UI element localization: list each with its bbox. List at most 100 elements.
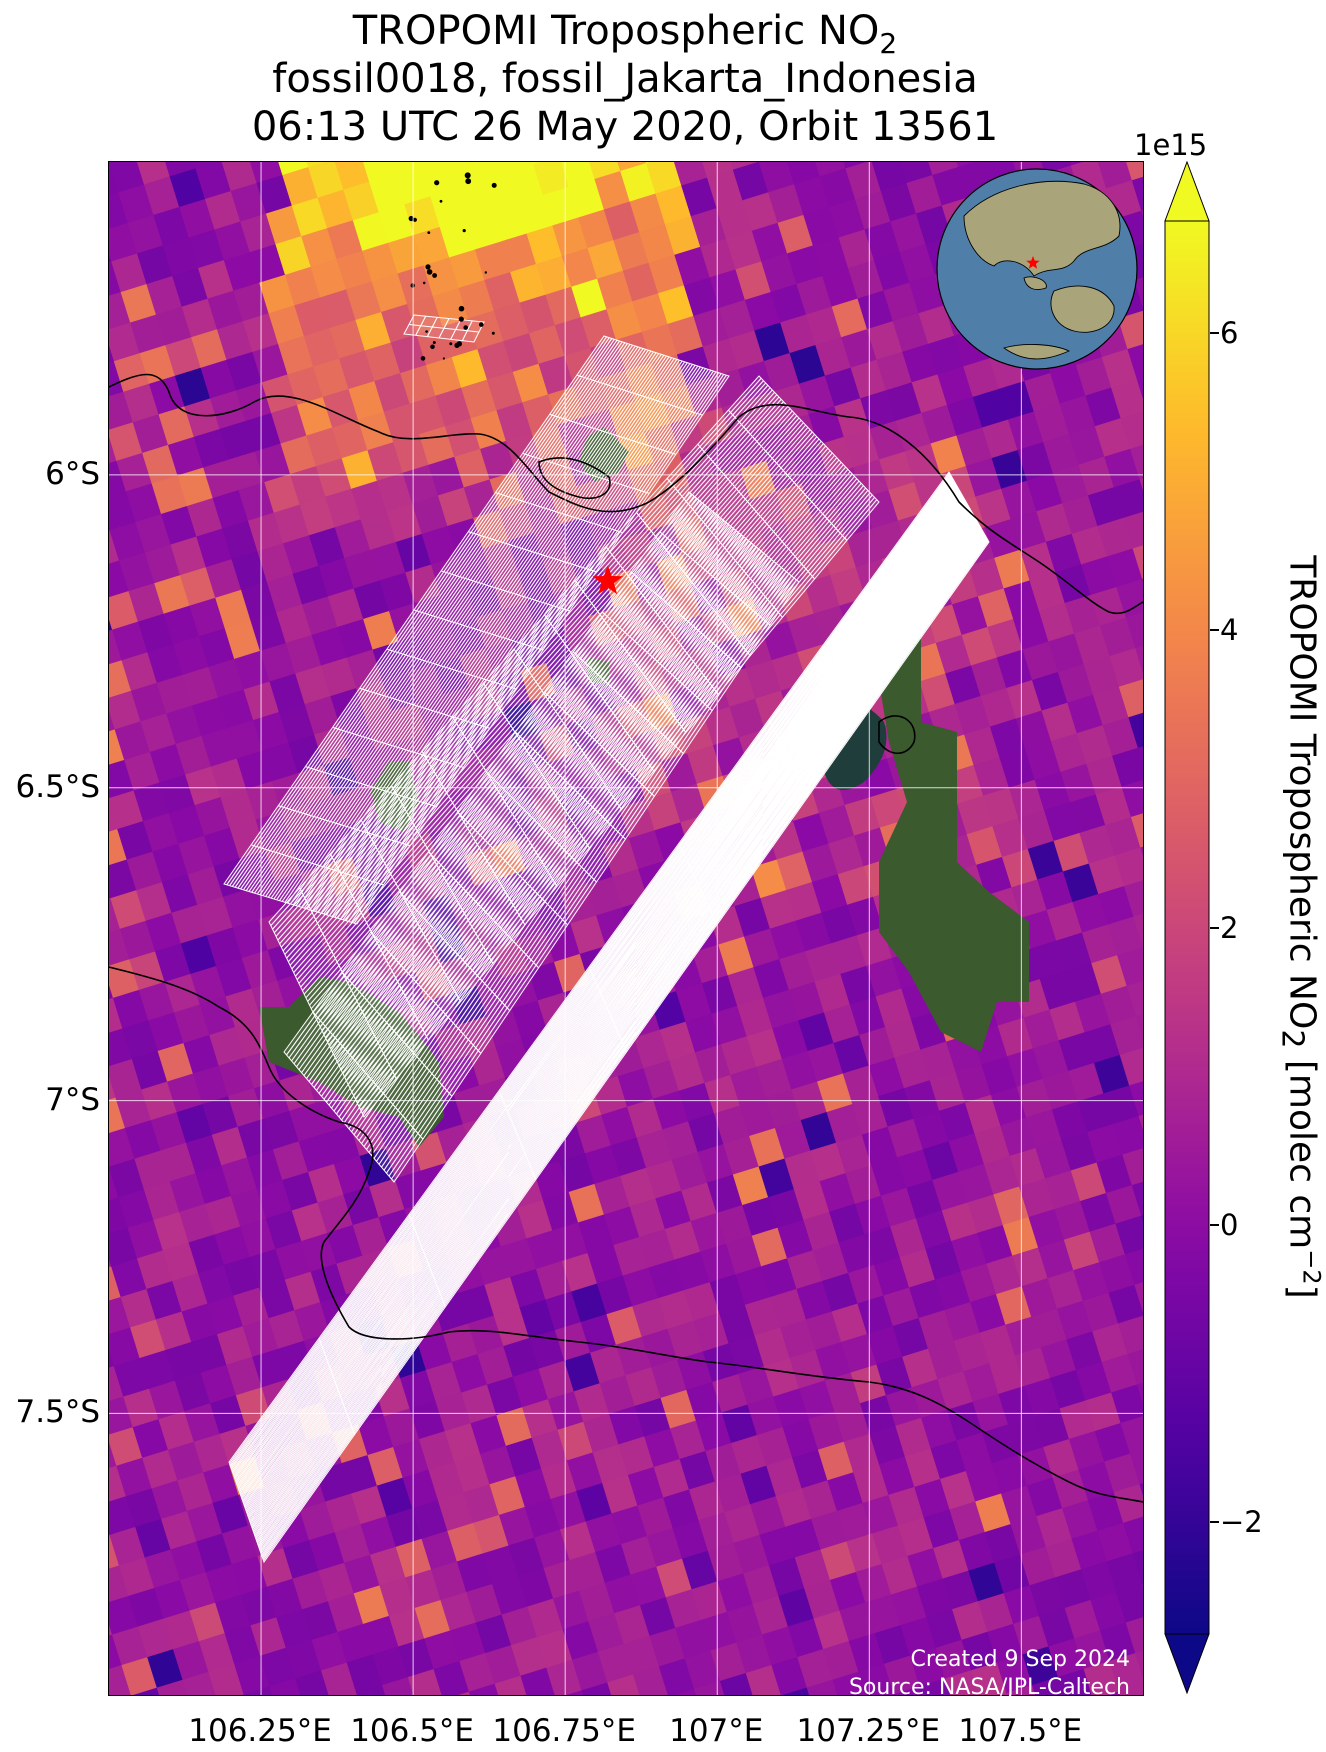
colorbar-tick-label: −2 [1220, 1505, 1263, 1540]
lon-tick-label: 106.5°E [350, 1713, 475, 1749]
lon-tick-label: 107.5°E [958, 1713, 1083, 1749]
no2-pixel [1107, 916, 1143, 956]
no2-pixel [1139, 478, 1143, 491]
no2-pixel [1126, 980, 1143, 1017]
no2-pixel [468, 1683, 499, 1695]
island [458, 316, 464, 322]
globe-landmass [1023, 276, 1047, 290]
no2-pixel [1117, 947, 1143, 987]
no2-pixel [295, 1670, 330, 1695]
lon-tick-label: 106.75°E [492, 1713, 636, 1749]
no2-pixel [520, 1667, 556, 1695]
no2-pixel [1142, 578, 1143, 582]
globe-landmass [1050, 285, 1115, 333]
island [432, 341, 436, 344]
no2-pixel [1136, 1014, 1143, 1039]
no2-pixel [581, 1682, 612, 1695]
island [464, 172, 471, 179]
no2-pixel [1129, 1081, 1143, 1117]
no2-pixel [458, 1691, 471, 1695]
lat-tick-label: 6.5°S [15, 768, 100, 805]
no2-pixel [1109, 1652, 1143, 1693]
colorbar [1164, 161, 1210, 1694]
no2-pixel [893, 1686, 923, 1695]
no2-pixel [806, 1679, 838, 1695]
no2-pixel [1121, 779, 1143, 818]
lat-tick-label: 7°S [45, 1081, 100, 1118]
coastline [878, 715, 916, 755]
coastline [109, 966, 1143, 1503]
no2-pixel [1124, 1248, 1143, 1286]
island [449, 342, 453, 346]
island [462, 229, 466, 233]
figure-title-line3: 06:13 UTC 26 May 2020, Orbit 13561 [251, 104, 999, 150]
no2-pixel [1130, 813, 1143, 849]
colorbar-extend-max [1164, 161, 1210, 222]
island [491, 331, 495, 335]
no2-pixel [1130, 1449, 1143, 1485]
no2-pixel [1118, 1315, 1143, 1355]
island [434, 180, 440, 186]
globe-landmass [963, 180, 1121, 277]
figure-title-line1: TROPOMI Tropospheric NO2 [352, 8, 898, 60]
globe-location-star [1026, 256, 1040, 269]
colorbar-tick-label: 0 [1220, 1207, 1239, 1242]
colorbar-tick-label: 6 [1220, 315, 1239, 350]
credit-text: Created 9 Sep 2024 Source: NASA/JPL-Calt… [849, 1646, 1130, 1702]
no2-pixel [1107, 1691, 1121, 1695]
lat-tick-label: 7.5°S [15, 1394, 100, 1431]
island [484, 271, 487, 274]
island [465, 178, 472, 185]
colorbar-tickmark [1210, 629, 1219, 632]
no2-pixel [494, 1675, 527, 1695]
no2-pixel [1135, 1650, 1143, 1679]
no2-pixel [1142, 1583, 1143, 1588]
no2-pixel [1123, 511, 1143, 550]
lat-tick-label: 6°S [45, 455, 100, 492]
no2-pixel [1124, 880, 1143, 918]
credit-source: Source: NASA/JPL-Caltech [848, 1675, 1130, 1700]
lon-tick-label: 107.25°E [796, 1713, 941, 1749]
no2-pixel [133, 1687, 160, 1695]
colorbar-exponent: 1e15 [1134, 128, 1208, 162]
no2-pixel [1134, 1282, 1143, 1313]
lon-tick-label: 107°E [669, 1713, 764, 1749]
island [430, 344, 435, 350]
no2-pixel [1113, 1484, 1143, 1524]
no2-pixel [1114, 847, 1143, 887]
no2-pixel [1109, 647, 1143, 688]
graticule [109, 162, 1143, 1695]
no2-pixel [1137, 746, 1143, 765]
no2-pixel [1131, 176, 1143, 212]
land-patch [579, 427, 629, 482]
no2-pixel [1118, 310, 1143, 350]
no2-pixel [1120, 1416, 1143, 1455]
no2-pixel [1123, 1516, 1143, 1554]
island [422, 281, 426, 285]
island [463, 325, 469, 330]
no2-pixel [1110, 1016, 1143, 1056]
no2-pixel [182, 1671, 217, 1695]
colorbar-tick-label: 4 [1220, 613, 1239, 648]
island [426, 269, 433, 275]
no2-pixel [891, 1694, 895, 1695]
no2-pixel [1126, 162, 1143, 181]
no2-pixel [1130, 444, 1143, 480]
island [420, 356, 426, 361]
no2-pixel [1128, 712, 1143, 749]
no2-pixel [1136, 377, 1143, 400]
island [427, 231, 431, 234]
no2-pixel [349, 1692, 358, 1695]
island [454, 342, 460, 348]
no2-pixel [566, 1690, 584, 1695]
island [479, 322, 484, 327]
no2-pixel [1122, 1148, 1143, 1186]
no2-pixel [269, 1678, 301, 1695]
no2-pixel [1141, 1215, 1143, 1222]
no2-pixel [156, 1679, 188, 1695]
no2-pixel [832, 1671, 867, 1695]
land-patch [879, 578, 1029, 1052]
no2-pixel [1127, 1349, 1143, 1386]
island [432, 273, 437, 278]
no2-pixel [1132, 1550, 1143, 1585]
